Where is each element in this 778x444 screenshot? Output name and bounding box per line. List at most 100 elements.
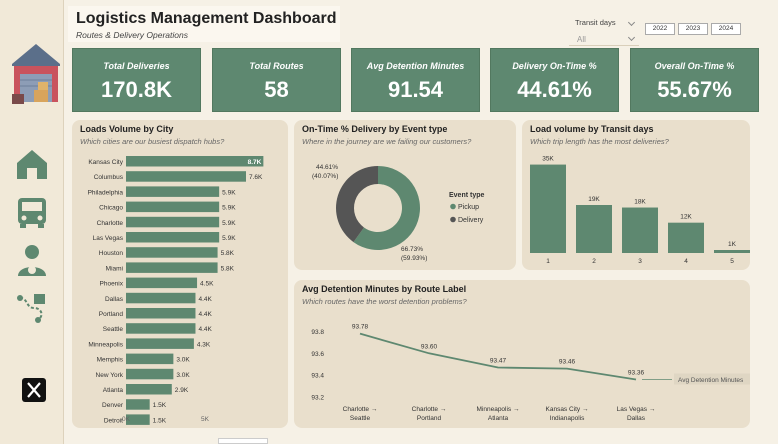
y-tick-label: 93.4: [311, 373, 324, 380]
x-tick-label: Charlotte →: [412, 406, 447, 413]
transit-bar: [714, 250, 750, 253]
route-icon[interactable]: [14, 290, 50, 326]
city-bar: [126, 186, 220, 197]
city-value-label: 3.0K: [176, 357, 190, 364]
panel-title: Avg Detention Minutes by Route Label: [302, 284, 467, 294]
city-bar: [126, 384, 172, 395]
city-value-label: 8.7K: [248, 159, 262, 166]
city-label: Phoenix: [100, 281, 124, 288]
city-bar: [126, 353, 174, 365]
transit-x-label: 1: [546, 258, 550, 265]
legend-marker: [450, 216, 456, 223]
kpi-overall-on-time: Overall On-Time % 55.67%: [630, 48, 759, 112]
city-label: Seattle: [103, 326, 124, 333]
city-value-label: 4.4K: [198, 326, 212, 333]
legend-label: Pickup: [458, 204, 479, 211]
page-tab[interactable]: [218, 438, 268, 444]
panel-subtitle: Which routes have the worst detention pr…: [302, 297, 467, 306]
transit-value-label: 35K: [542, 156, 554, 163]
city-bar: [126, 368, 174, 380]
home-icon[interactable]: [14, 146, 50, 182]
point-value-label: 93.47: [490, 358, 507, 365]
city-label: Chicago: [99, 205, 123, 212]
slicer-dropdown[interactable]: All: [569, 32, 639, 46]
x-tick-label: Dallas: [627, 415, 646, 422]
city-label: Denver: [102, 402, 124, 409]
city-value-label: 4.4K: [198, 296, 212, 303]
transit-value-label: 1K: [728, 241, 737, 248]
city-bar: [126, 277, 198, 289]
x-tick-label: Las Vegas →: [617, 406, 656, 413]
city-value-label: 5.9K: [222, 205, 236, 212]
x-tick-label: 5K: [201, 416, 210, 423]
x-tick-label: Atlanta: [488, 415, 509, 422]
city-label: Columbus: [94, 174, 124, 181]
kpi-value: 55.67%: [657, 77, 732, 102]
panel-title: Loads Volume by City: [80, 124, 174, 134]
chevron-down-icon[interactable]: [627, 33, 636, 42]
transit-x-label: 5: [730, 258, 734, 265]
city-label: Las Vegas: [93, 235, 124, 242]
point-value-label: 93.60: [421, 343, 438, 350]
event-type-panel[interactable]: On-Time % Delivery by Event type Where i…: [294, 120, 516, 270]
city-label: Philadelphia: [88, 189, 124, 196]
truck-icon[interactable]: [14, 194, 50, 230]
slice-value-label: 66.73%: [401, 246, 423, 253]
city-value-label: 3.0K: [176, 372, 190, 379]
chevron-down-icon[interactable]: [627, 18, 636, 27]
kpi-total-routes: Total Routes 58: [212, 48, 341, 112]
transit-bar: [622, 207, 658, 253]
header: Logistics Management Dashboard Routes & …: [68, 6, 340, 42]
x-tick-label: 0K: [122, 416, 131, 423]
page-subtitle: Routes & Delivery Operations: [76, 30, 188, 40]
transit-days-slicer[interactable]: Transit days All: [569, 16, 639, 48]
city-bar: [126, 399, 150, 410]
city-bar: [126, 232, 220, 243]
warehouse-icon: [8, 36, 64, 108]
event-type-donut-chart[interactable]: 44.61% (40.07%) 66.73% (59.93%) Event type Pi…: [294, 120, 516, 270]
city-volume-panel[interactable]: Loads Volume by City Which cities are ou…: [72, 120, 288, 428]
transit-bar: [530, 164, 566, 253]
x-tick-label: Indianapolis: [550, 415, 585, 422]
point-value-label: 93.78: [352, 324, 369, 331]
city-bar-chart[interactable]: Kansas City 8.7K Columbus 7.6K Philadelphia 5…: [72, 120, 288, 428]
city-label: Minneapolis: [88, 341, 123, 348]
detention-line-chart[interactable]: 93.8 93.6 93.4 93.2 93.78 Charlotte → Seattle 9…: [294, 280, 750, 428]
panel-title: Load volume by Transit days: [530, 124, 654, 134]
city-bar: [126, 292, 196, 304]
city-value-label: 5.9K: [222, 189, 236, 196]
city-label: Detroit: [104, 417, 123, 424]
transit-days-panel[interactable]: Load volume by Transit days Which trip l…: [522, 120, 750, 270]
donut-slice-delivery: [336, 166, 378, 243]
kpi-value: 44.61%: [517, 77, 592, 102]
city-value-label: 1.5K: [153, 417, 167, 424]
x-tick-label: Seattle: [350, 415, 371, 422]
slice-value-label: 44.61%: [316, 164, 338, 171]
legend-label: Delivery: [458, 217, 484, 224]
transit-bar: [576, 205, 612, 253]
kpi-total-deliveries: Total Deliveries 170.8K: [72, 48, 201, 112]
city-value-label: 5.8K: [221, 250, 235, 257]
transit-days-bar-chart[interactable]: 35K 1 19K 2 18K 3 12K 4 1K 5: [522, 120, 750, 270]
detention-panel[interactable]: Avg Detention Minutes by Route Label Whi…: [294, 280, 750, 428]
transit-x-label: 4: [684, 258, 688, 265]
year-button-2022[interactable]: 2022: [645, 23, 675, 35]
point-value-label: 93.46: [559, 359, 576, 366]
city-value-label: 5.9K: [222, 235, 236, 242]
city-label: Dallas: [105, 296, 124, 303]
transit-x-label: 3: [638, 258, 642, 265]
transit-value-label: 19K: [588, 196, 600, 203]
kpi-value: 91.54: [387, 77, 444, 102]
city-label: Portland: [99, 311, 124, 318]
transit-value-label: 12K: [680, 214, 692, 221]
x-logo-icon[interactable]: [22, 378, 46, 402]
x-tick-label: Kansas City →: [546, 406, 589, 413]
transit-x-label: 2: [592, 258, 596, 265]
panel-subtitle: Which cities are our busiest dispatch hu…: [80, 137, 225, 146]
city-label: Miami: [106, 265, 123, 272]
city-label: Kansas City: [88, 159, 123, 166]
sidebar: [0, 0, 64, 444]
year-button-2024[interactable]: 2024: [711, 23, 741, 35]
driver-icon[interactable]: [14, 242, 50, 278]
year-button-2023[interactable]: 2023: [678, 23, 708, 35]
